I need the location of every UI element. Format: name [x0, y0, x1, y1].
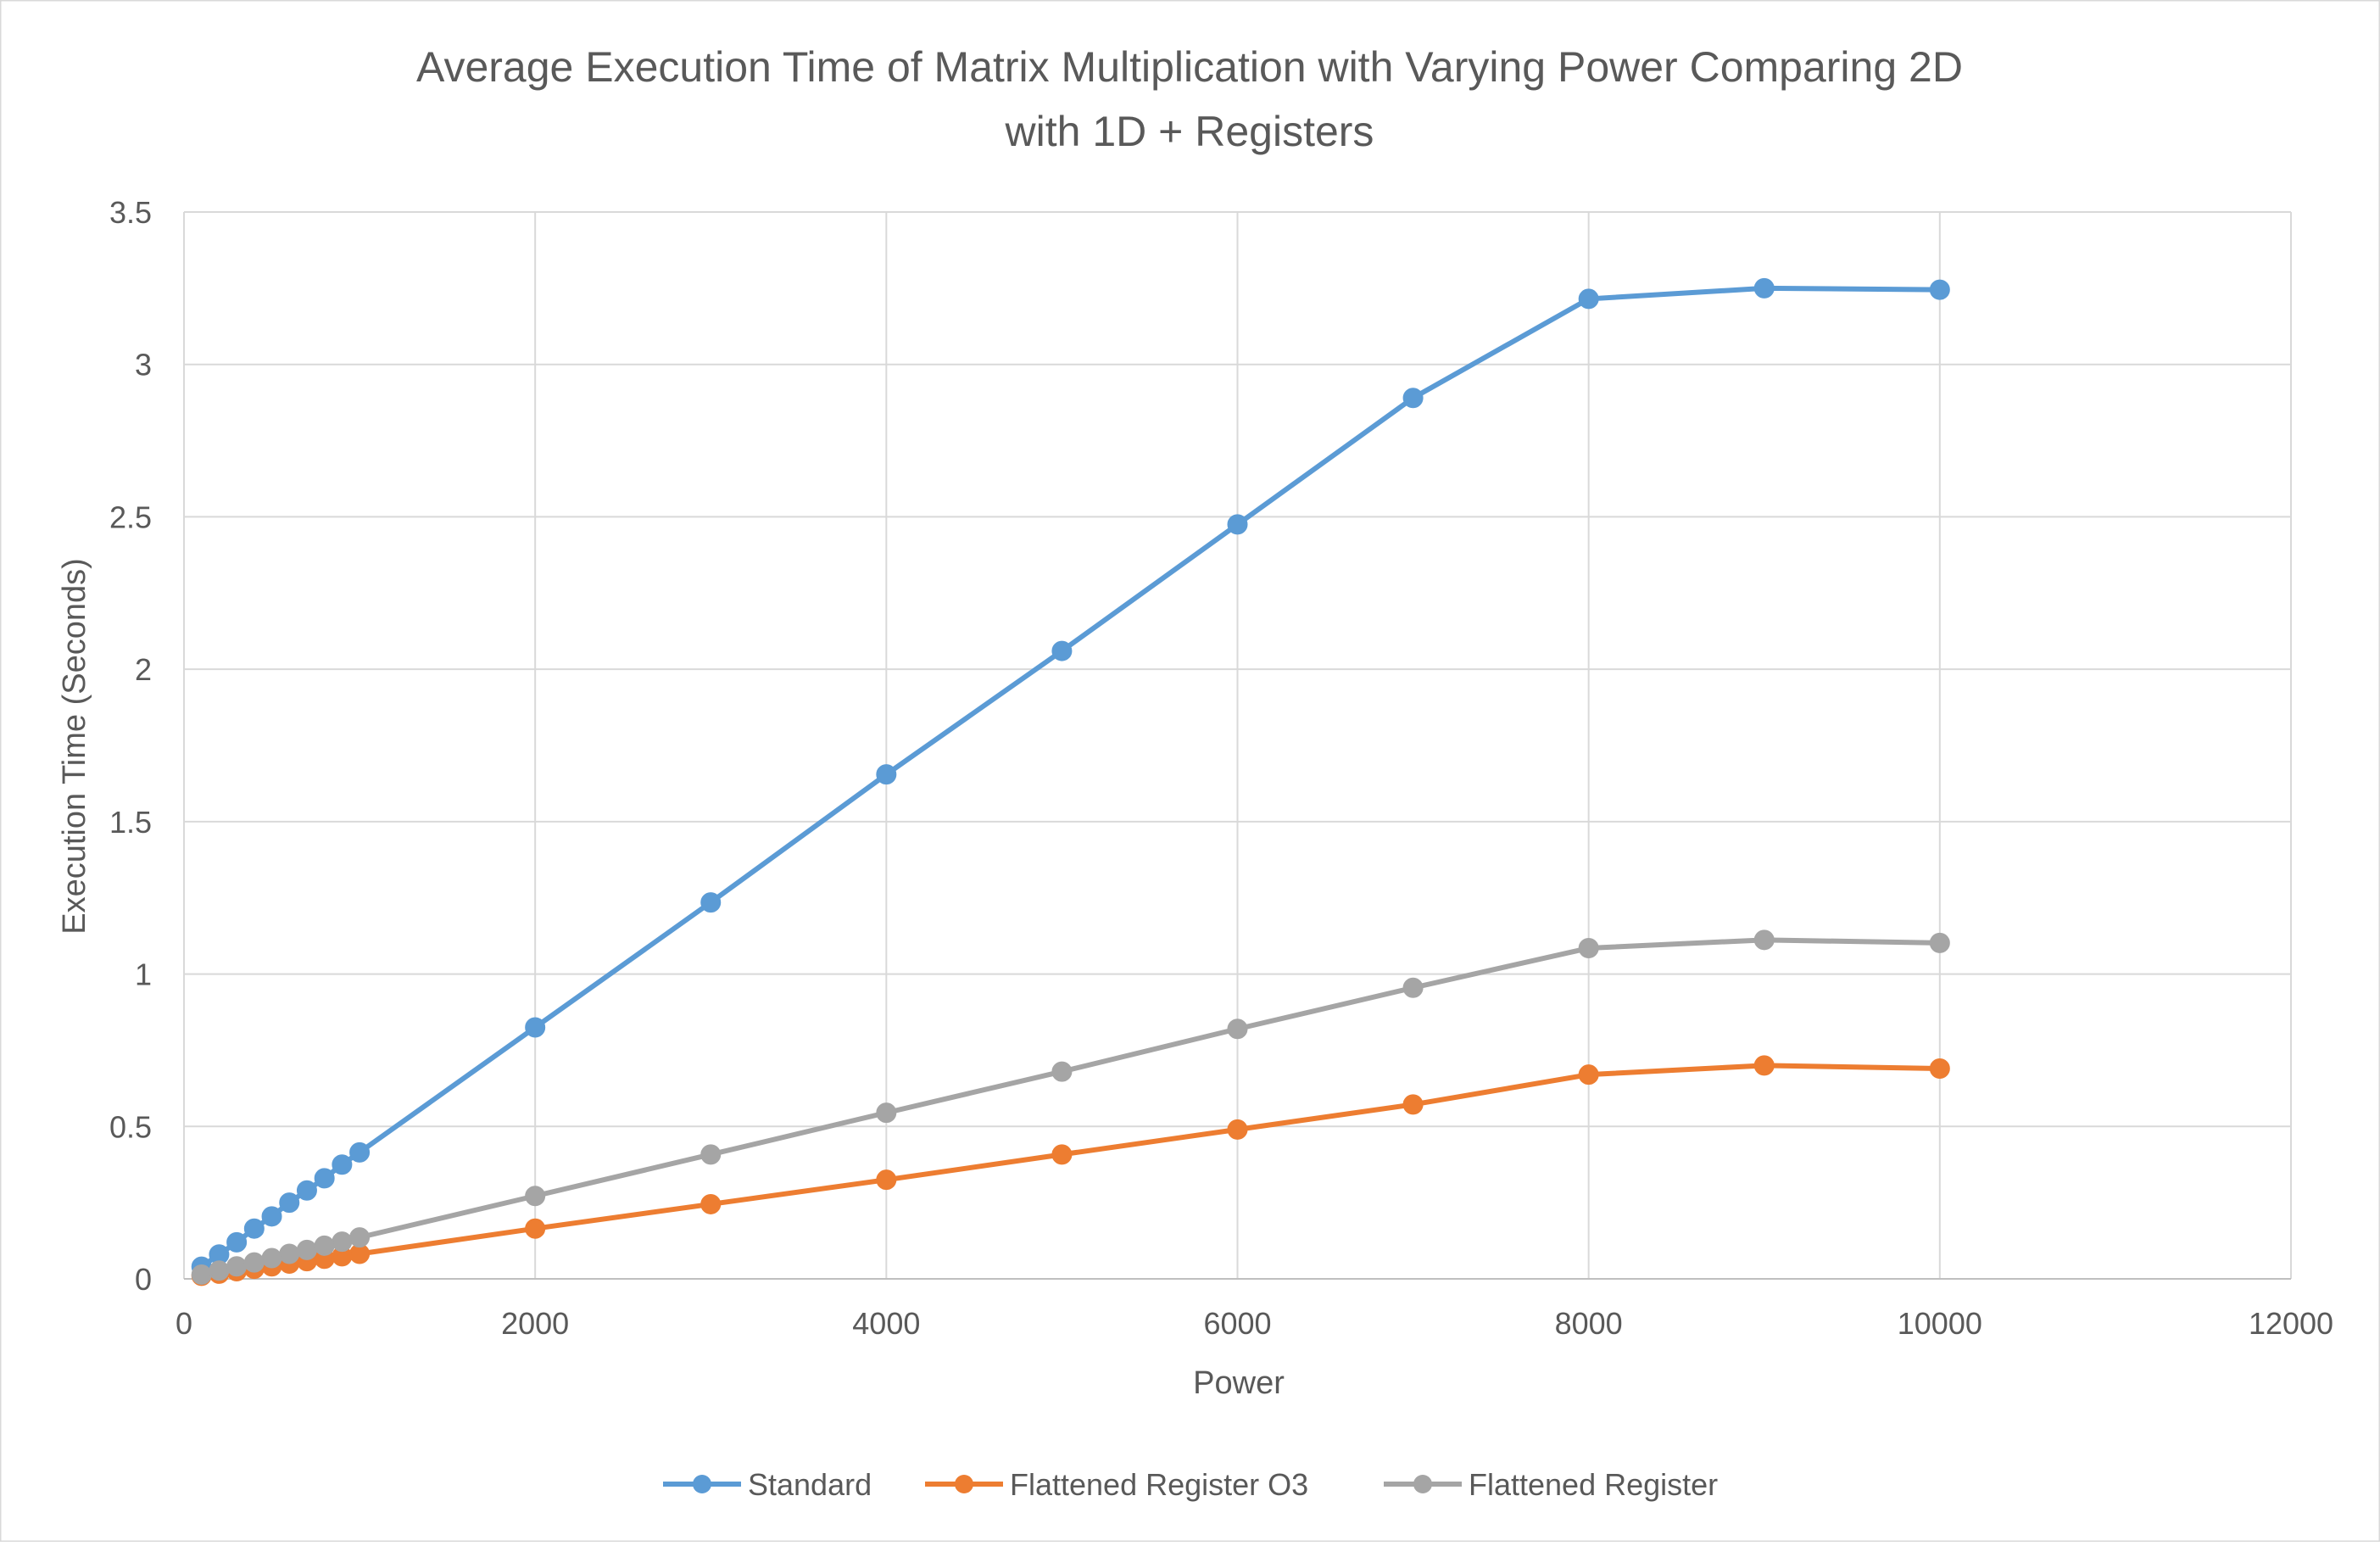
- data-point-standard: [332, 1154, 353, 1175]
- series-markers-standard: [191, 277, 1950, 1277]
- data-point-flattened-register: [1578, 938, 1599, 959]
- data-point-standard: [1227, 514, 1248, 535]
- data-point-flattened-register-o3: [876, 1169, 897, 1191]
- data-point-standard: [1402, 388, 1424, 409]
- x-tick-label: 12000: [2249, 1306, 2333, 1341]
- gridlines: [183, 211, 2292, 1279]
- data-point-flattened-register: [1753, 929, 1775, 951]
- data-point-flattened-register: [279, 1243, 300, 1264]
- legend-label: Flattened Register: [1469, 1467, 1718, 1502]
- data-point-flattened-register: [876, 1102, 897, 1124]
- data-point-standard: [1929, 279, 1950, 300]
- data-point-standard: [243, 1218, 265, 1239]
- x-tick-label: 6000: [1203, 1306, 1271, 1341]
- legend-marker-swatch: [955, 1475, 973, 1493]
- y-tick-label: 2.5: [109, 500, 152, 534]
- data-point-flattened-register: [209, 1260, 230, 1281]
- x-axis-title: Power: [1193, 1365, 1285, 1401]
- y-tick-label: 0.5: [109, 1109, 152, 1144]
- y-tick-label: 1: [135, 957, 152, 992]
- chart-title-line-1: Average Execution Time of Matrix Multipl…: [416, 43, 1963, 91]
- x-tick-label: 8000: [1555, 1306, 1623, 1341]
- y-axis-title: Execution Time (Seconds): [57, 558, 92, 935]
- data-point-flattened-register: [1929, 932, 1950, 953]
- data-point-flattened-register: [261, 1247, 282, 1269]
- x-tick-label: 4000: [852, 1306, 920, 1341]
- data-point-flattened-register: [226, 1256, 248, 1277]
- data-point-standard: [261, 1206, 282, 1227]
- data-point-flattened-register-o3: [700, 1193, 722, 1214]
- data-point-flattened-register: [525, 1186, 546, 1207]
- series-markers-flattened-register: [191, 929, 1950, 1285]
- data-point-standard: [349, 1141, 371, 1163]
- legend-marker-swatch: [693, 1475, 711, 1493]
- series-markers: [191, 277, 1950, 1286]
- y-tick-label: 2: [135, 652, 152, 687]
- chart-title: Average Execution Time of Matrix Multipl…: [416, 43, 1963, 155]
- data-point-flattened-register: [1051, 1061, 1073, 1082]
- data-point-flattened-register-o3: [525, 1218, 546, 1239]
- data-point-standard: [1753, 277, 1775, 299]
- chart-title-line-2: with 1D + Registers: [1005, 108, 1374, 155]
- legend: Standard Flattened Register O3 Flattened R…: [663, 1467, 1718, 1502]
- axes: 0 0.5 1 1.5 2 2.5 3 3.5 0 2000 4000 6000 8000 10000 12…: [109, 195, 2333, 1341]
- data-point-flattened-register: [700, 1144, 722, 1165]
- data-point-flattened-register-o3: [1051, 1144, 1073, 1165]
- y-tick-label: 1.5: [109, 805, 152, 840]
- data-point-standard: [1578, 288, 1599, 310]
- data-point-flattened-register: [332, 1231, 353, 1253]
- data-point-standard: [876, 764, 897, 785]
- data-point-flattened-register-o3: [1929, 1058, 1950, 1079]
- legend-marker-swatch: [1413, 1475, 1432, 1493]
- data-point-flattened-register-o3: [1402, 1094, 1424, 1115]
- data-point-flattened-register-o3: [1227, 1119, 1248, 1140]
- data-point-standard: [525, 1017, 546, 1038]
- legend-item-standard: Standard: [663, 1467, 872, 1502]
- x-tick-label: 10000: [1898, 1306, 1982, 1341]
- y-tick-label: 3: [135, 348, 152, 382]
- x-tick-label: 0: [176, 1306, 192, 1341]
- data-point-standard: [226, 1231, 248, 1253]
- legend-item-flattened-register: Flattened Register: [1384, 1467, 1718, 1502]
- x-tick-label: 2000: [501, 1306, 569, 1341]
- legend-label: Flattened Register O3: [1010, 1467, 1308, 1502]
- data-point-standard: [296, 1180, 317, 1201]
- data-point-flattened-register: [243, 1252, 265, 1273]
- data-point-flattened-register: [314, 1235, 335, 1256]
- data-point-standard: [314, 1168, 335, 1189]
- data-point-flattened-register: [296, 1239, 317, 1260]
- data-point-flattened-register: [191, 1264, 212, 1285]
- data-point-flattened-register: [349, 1227, 371, 1248]
- legend-item-flattened-register-o3: Flattened Register O3: [925, 1467, 1308, 1502]
- data-point-standard: [700, 892, 722, 913]
- y-tick-label: 3.5: [109, 195, 152, 230]
- data-point-flattened-register-o3: [1753, 1055, 1775, 1076]
- data-point-standard: [279, 1192, 300, 1214]
- y-tick-label: 0: [135, 1262, 152, 1297]
- data-point-standard: [1051, 640, 1073, 661]
- legend-label: Standard: [748, 1467, 872, 1502]
- data-point-flattened-register: [1402, 977, 1424, 998]
- data-point-flattened-register-o3: [1578, 1064, 1599, 1086]
- data-point-flattened-register: [1227, 1019, 1248, 1040]
